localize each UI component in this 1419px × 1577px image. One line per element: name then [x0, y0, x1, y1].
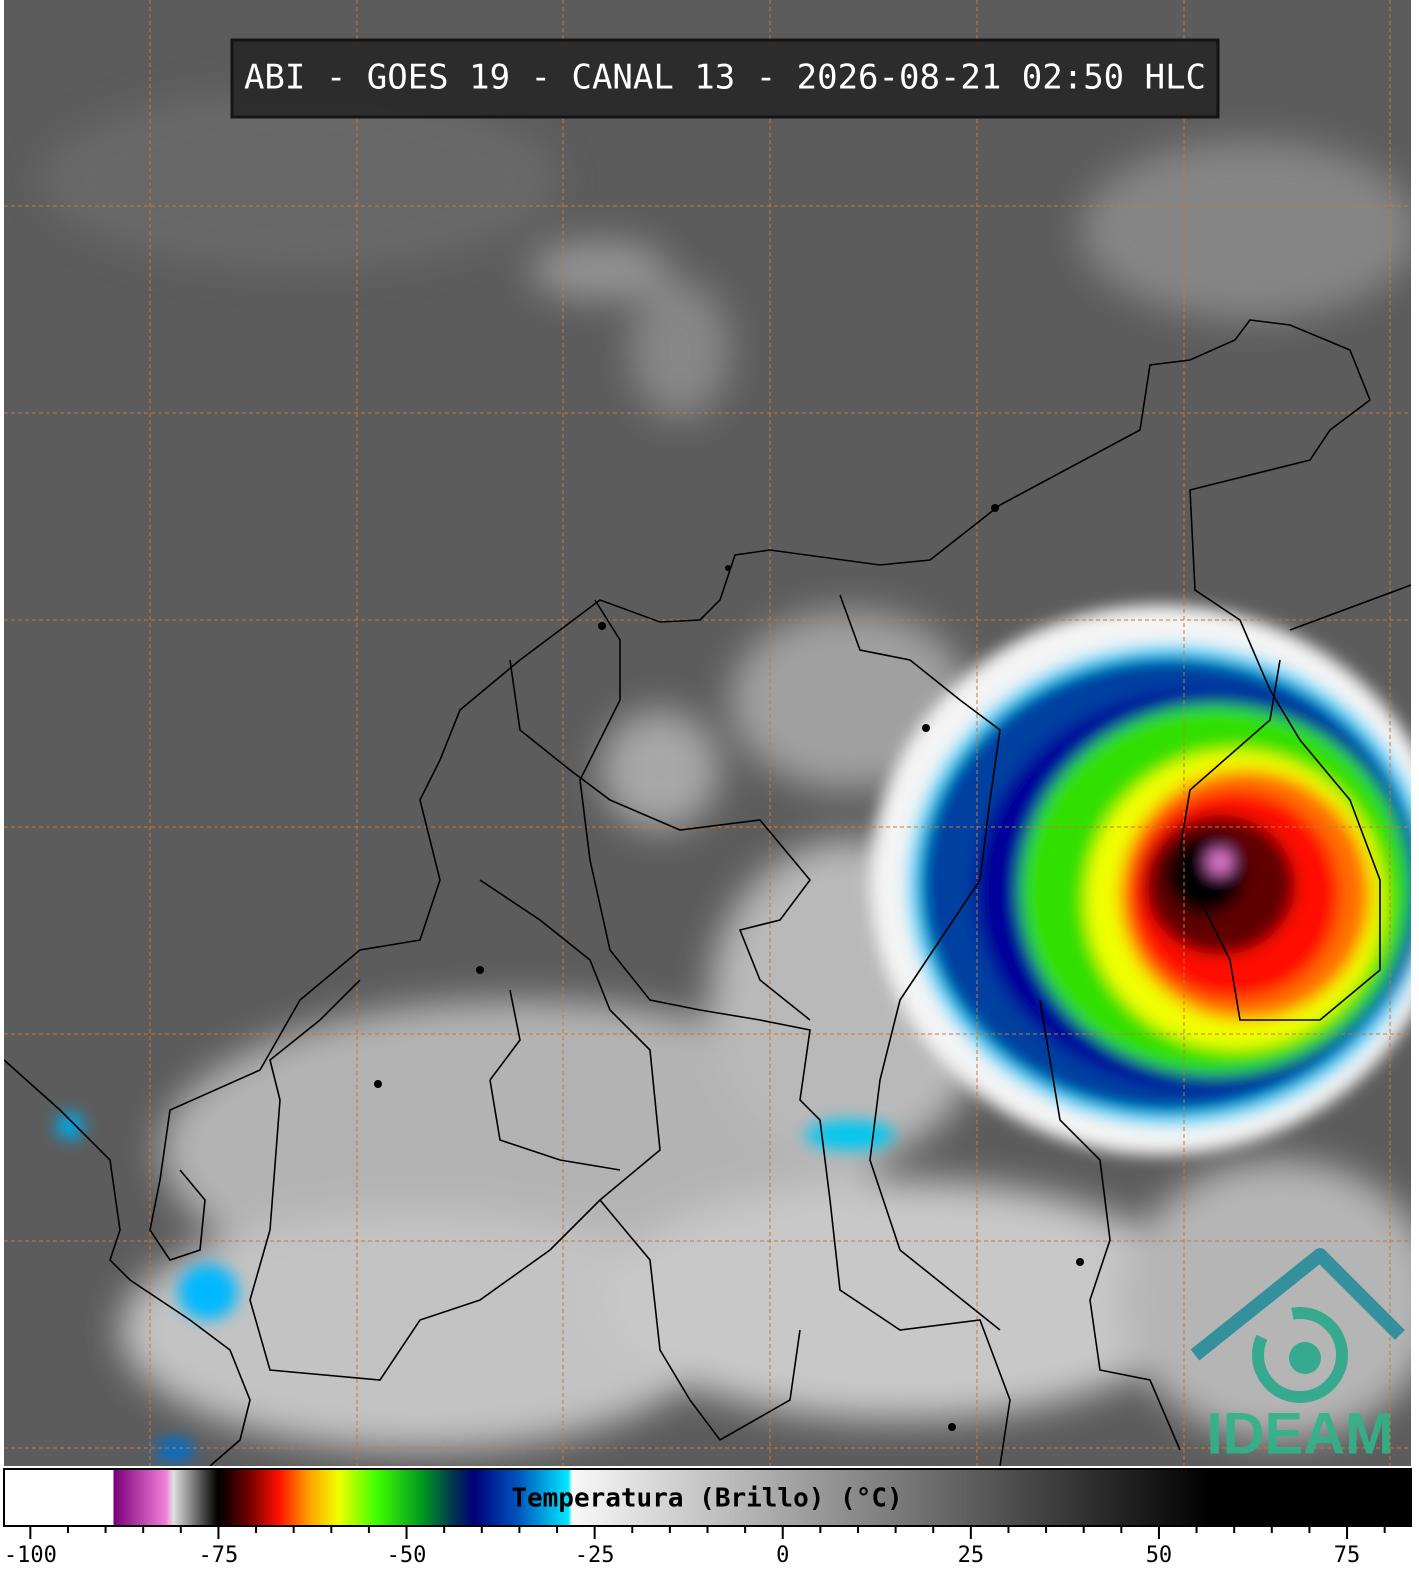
satellite-image: IDEAM: [4, 0, 1411, 1466]
colorbar-label: Temperatura (Brillo) (°C): [511, 1484, 902, 1514]
city-markers: [374, 504, 1084, 1431]
coastlines: [4, 319, 1411, 1466]
tick-label: -25: [575, 1543, 615, 1568]
tick-label: -50: [387, 1543, 427, 1568]
title-box: [230, 38, 1220, 119]
tick-label: 25: [958, 1543, 985, 1568]
tick-label: -75: [199, 1543, 239, 1568]
logo-text: IDEAM: [1207, 1401, 1394, 1466]
grid-lines: [4, 0, 1411, 1466]
logo: [1190, 1248, 1405, 1403]
tick-label: 75: [1334, 1543, 1361, 1568]
tick-label: -100: [4, 1543, 57, 1568]
tick-label: 0: [776, 1543, 789, 1568]
title: ABI - GOES 19 - CANAL 13 - 2026-08-21 02…: [244, 58, 1206, 98]
colorbar: Temperatura (Brillo) (°C) -100 -75 -50 -25 0…: [3, 1468, 1412, 1568]
tick-label: 50: [1146, 1543, 1173, 1568]
